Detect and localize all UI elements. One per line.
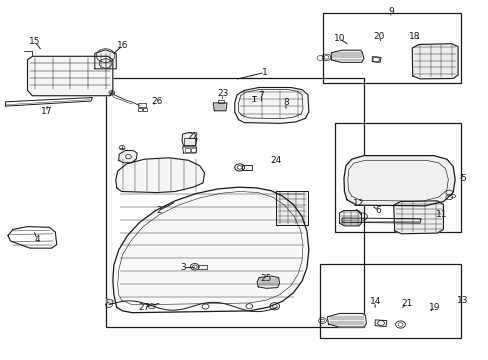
Bar [217, 100, 223, 103]
Polygon shape [371, 57, 380, 62]
Polygon shape [213, 103, 226, 111]
Polygon shape [182, 133, 196, 146]
Bar [138, 108, 142, 111]
Text: 20: 20 [372, 32, 384, 41]
Polygon shape [113, 187, 308, 313]
Text: 3: 3 [180, 264, 186, 273]
Polygon shape [327, 314, 366, 327]
Polygon shape [116, 158, 204, 193]
Text: 2: 2 [156, 206, 162, 215]
Bar [143, 108, 147, 111]
Text: 7: 7 [258, 91, 264, 100]
Polygon shape [95, 50, 116, 69]
Text: 1: 1 [262, 68, 267, 77]
Text: 4: 4 [34, 235, 40, 244]
Bar [242, 165, 251, 170]
Text: 12: 12 [353, 199, 364, 208]
Polygon shape [374, 320, 386, 327]
Text: 5: 5 [459, 174, 465, 183]
Bar [105, 78, 363, 327]
Text: 24: 24 [270, 156, 281, 165]
Bar [320, 264, 461, 338]
Bar [183, 138, 194, 145]
Polygon shape [107, 299, 113, 304]
Bar [184, 148, 189, 152]
Text: 27: 27 [139, 303, 150, 312]
Text: 21: 21 [400, 299, 412, 308]
Text: 11: 11 [435, 210, 447, 219]
Text: 17: 17 [41, 107, 53, 116]
Text: 23: 23 [216, 89, 228, 98]
Text: 22: 22 [187, 132, 199, 141]
Polygon shape [119, 150, 137, 163]
Text: 18: 18 [408, 32, 420, 41]
Text: 16: 16 [117, 41, 128, 50]
Text: 9: 9 [387, 7, 393, 16]
Text: 14: 14 [369, 297, 380, 306]
Bar [322, 13, 461, 83]
Polygon shape [393, 201, 443, 234]
Text: 26: 26 [151, 96, 162, 105]
Text: 10: 10 [333, 34, 345, 43]
Polygon shape [27, 56, 113, 96]
Text: 13: 13 [456, 296, 468, 305]
Text: 8: 8 [283, 98, 288, 107]
Bar [262, 104, 267, 107]
Polygon shape [411, 44, 457, 79]
Bar [190, 148, 195, 152]
Text: 19: 19 [428, 303, 440, 312]
Text: 6: 6 [375, 206, 381, 215]
Polygon shape [257, 276, 279, 288]
Polygon shape [339, 211, 361, 226]
Bar [138, 103, 145, 107]
Polygon shape [276, 191, 307, 225]
Polygon shape [343, 156, 454, 206]
Polygon shape [234, 87, 308, 123]
Bar [334, 123, 461, 232]
Polygon shape [330, 50, 363, 62]
Bar [198, 265, 206, 269]
Text: 25: 25 [260, 274, 272, 283]
Text: 15: 15 [29, 37, 41, 46]
